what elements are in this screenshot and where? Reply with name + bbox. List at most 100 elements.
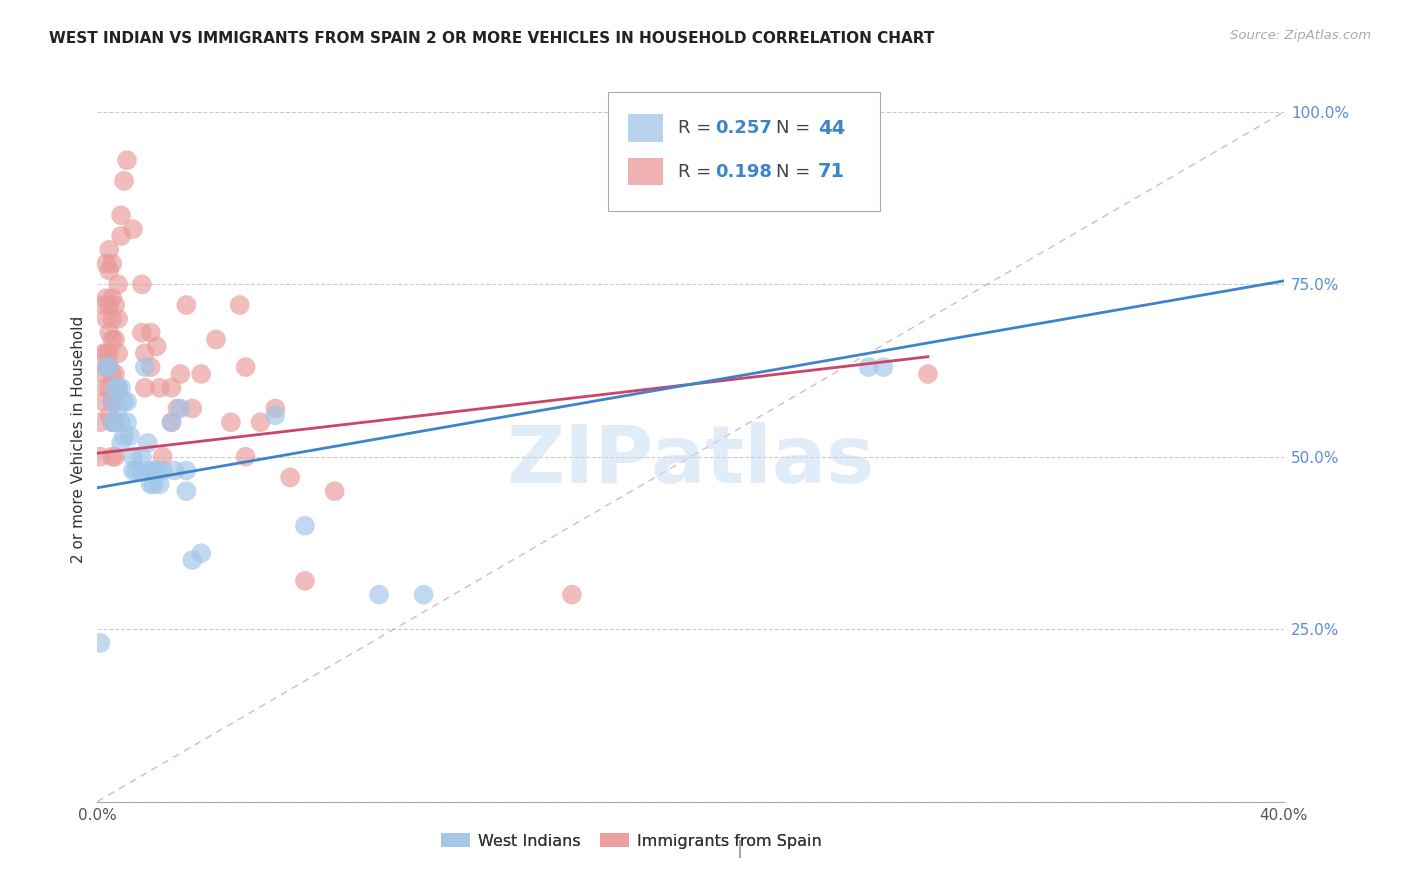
Point xyxy=(107,381,129,395)
Point xyxy=(176,484,198,499)
Point xyxy=(91,298,114,312)
Point xyxy=(294,518,316,533)
Point xyxy=(160,415,183,429)
FancyBboxPatch shape xyxy=(627,158,664,186)
Point xyxy=(115,394,138,409)
Point xyxy=(134,360,156,375)
Point xyxy=(561,588,583,602)
Point xyxy=(219,415,242,429)
Point xyxy=(917,367,939,381)
Point xyxy=(101,367,124,381)
Point xyxy=(98,381,121,395)
Point xyxy=(205,333,228,347)
Point xyxy=(142,477,165,491)
Point xyxy=(107,277,129,292)
Point xyxy=(112,429,135,443)
Point xyxy=(131,326,153,340)
Point xyxy=(264,409,287,423)
Y-axis label: 2 or more Vehicles in Household: 2 or more Vehicles in Household xyxy=(72,316,86,563)
Point xyxy=(104,367,127,381)
Point xyxy=(96,360,118,375)
Point xyxy=(101,415,124,429)
Text: 0.257: 0.257 xyxy=(716,120,772,137)
Point xyxy=(96,291,118,305)
Point xyxy=(98,346,121,360)
Point xyxy=(229,298,252,312)
Point xyxy=(160,381,183,395)
Point xyxy=(134,346,156,360)
Point xyxy=(110,381,132,395)
Point xyxy=(169,367,191,381)
Point xyxy=(149,477,172,491)
Point xyxy=(294,574,316,588)
Point xyxy=(101,415,124,429)
Point xyxy=(163,463,186,477)
FancyBboxPatch shape xyxy=(627,114,664,142)
Point xyxy=(107,381,129,395)
Point xyxy=(101,394,124,409)
Point xyxy=(139,360,162,375)
Point xyxy=(89,636,111,650)
Point xyxy=(118,429,141,443)
Point xyxy=(139,477,162,491)
Point xyxy=(104,394,127,409)
Point xyxy=(145,463,167,477)
Point xyxy=(107,346,129,360)
Point xyxy=(160,415,183,429)
Point xyxy=(112,394,135,409)
Text: Source: ZipAtlas.com: Source: ZipAtlas.com xyxy=(1230,29,1371,42)
Point xyxy=(96,381,118,395)
Point xyxy=(235,450,257,464)
Point xyxy=(98,263,121,277)
Point xyxy=(107,401,129,416)
Point xyxy=(101,291,124,305)
Point xyxy=(98,360,121,375)
Point xyxy=(115,153,138,168)
FancyBboxPatch shape xyxy=(607,92,880,211)
Text: 44: 44 xyxy=(817,119,845,137)
Point xyxy=(142,463,165,477)
Point xyxy=(107,311,129,326)
Text: R =: R = xyxy=(678,120,717,137)
Point xyxy=(235,360,257,375)
Point xyxy=(190,546,212,560)
Point xyxy=(104,381,127,395)
Point xyxy=(98,243,121,257)
Point xyxy=(101,257,124,271)
Point xyxy=(110,436,132,450)
Point xyxy=(125,463,148,477)
Point xyxy=(101,311,124,326)
Point xyxy=(134,381,156,395)
Point xyxy=(149,381,172,395)
Text: |: | xyxy=(737,840,742,858)
Point xyxy=(96,257,118,271)
Point xyxy=(104,415,127,429)
Point xyxy=(110,415,132,429)
Point xyxy=(101,450,124,464)
Point xyxy=(98,360,121,375)
Point xyxy=(181,401,204,416)
Point xyxy=(131,277,153,292)
Text: ZIPatlas: ZIPatlas xyxy=(506,422,875,500)
Point xyxy=(872,360,894,375)
Point xyxy=(176,463,198,477)
Point xyxy=(131,450,153,464)
Point xyxy=(101,333,124,347)
Point xyxy=(104,333,127,347)
Point xyxy=(89,415,111,429)
Point xyxy=(152,450,174,464)
Point xyxy=(101,394,124,409)
Point xyxy=(91,346,114,360)
Legend: West Indians, Immigrants from Spain: West Indians, Immigrants from Spain xyxy=(434,827,828,855)
Text: 71: 71 xyxy=(817,162,845,181)
Point xyxy=(122,450,145,464)
Point xyxy=(91,394,114,409)
Point xyxy=(104,298,127,312)
Point xyxy=(145,339,167,353)
Point xyxy=(98,326,121,340)
Point xyxy=(131,463,153,477)
Point xyxy=(110,208,132,222)
Text: 0.198: 0.198 xyxy=(716,162,772,180)
Point xyxy=(412,588,434,602)
Point xyxy=(96,311,118,326)
